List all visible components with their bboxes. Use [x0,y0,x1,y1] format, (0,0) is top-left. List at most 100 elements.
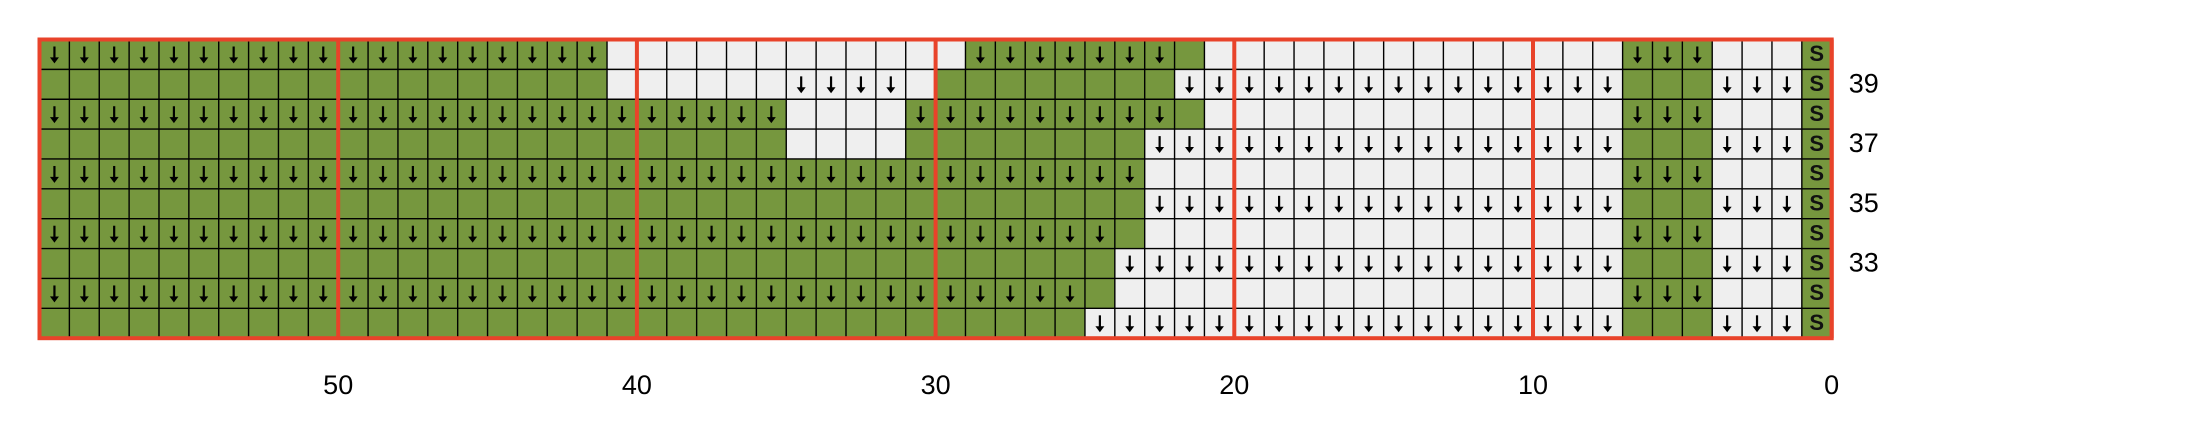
edge-symbol: S [1809,250,1824,275]
stitch-cell [1622,69,1653,100]
stitch-cell [666,39,697,70]
stitch-cell [845,99,876,130]
arrow-head [49,296,59,303]
stitch-cell [99,69,130,100]
stitch-cell [905,188,936,219]
stitch-cell [756,188,787,219]
arrow-head [1662,176,1672,183]
stitch-cell [1473,278,1504,309]
arrow-head [677,176,687,183]
stitch-cell [756,39,787,70]
stitch-cell [1383,99,1414,130]
stitch-cell [457,129,488,159]
stitch-cell [1503,39,1533,70]
arrow-head [497,176,507,183]
arrow-head [1453,146,1463,153]
arrow-head [318,57,328,64]
arrow-head [468,57,478,64]
arrow-head [1483,326,1493,333]
arrow-head [1453,326,1463,333]
stitch-cell [1174,218,1205,249]
stitch-cell [1383,158,1414,189]
stitch-cell [1682,129,1713,159]
arrow-head [557,296,567,303]
stitch-cell [517,308,548,339]
stitch-cell [308,69,339,100]
arrow-head [826,87,836,94]
arrow-head [1453,266,1463,273]
arrow-head [677,117,687,124]
stitch-cell [1652,129,1683,159]
stitch-cell [875,129,906,159]
arrow-head [1782,146,1792,153]
stitch-cell [1084,278,1115,309]
arrow-head [1603,87,1613,94]
arrow-head [707,176,717,183]
stitch-cell [1294,158,1324,189]
arrow-head [1005,236,1015,243]
stitch-cell [1682,308,1713,339]
arrow-head [109,57,119,64]
edge-symbol: S [1809,101,1824,126]
stitch-cell [816,39,846,70]
arrow-head [199,117,209,124]
stitch-cell [726,188,757,219]
arrow-head [1184,266,1194,273]
stitch-cell [1592,39,1623,70]
arrow-head [1453,206,1463,213]
arrow-head [527,57,537,64]
column-label: 40 [622,370,652,400]
stitch-cell [935,188,966,219]
stitch-cell [816,248,846,279]
arrow-head [1603,206,1613,213]
arrow-head [468,296,478,303]
arrow-head [408,296,418,303]
arrow-head [1035,236,1045,243]
stitch-cell [756,69,787,100]
stitch-cell [1174,278,1205,309]
arrow-head [1423,266,1433,273]
arrow-head [259,176,269,183]
stitch-cell [666,248,697,279]
stitch-cell [278,248,309,279]
arrow-head [1394,266,1404,273]
arrow-head [1065,296,1075,303]
arrow-head [1125,176,1135,183]
arrow-head [259,57,269,64]
stitch-cell [577,129,608,159]
stitch-cell [188,308,219,339]
stitch-cell [338,248,369,279]
stitch-cell [1353,218,1384,249]
arrow-head [288,296,298,303]
stitch-cell [875,99,906,130]
arrow-head [1573,206,1583,213]
stitch-cell [368,188,398,219]
stitch-cell [1114,218,1145,249]
arrow-head [677,236,687,243]
stitch-cell [158,188,189,219]
arrow-head [408,176,418,183]
stitch-cell [1294,278,1324,309]
stitch-cell [905,39,936,70]
arrow-head [1214,87,1224,94]
stitch-cell [1443,218,1474,249]
stitch-cell [726,308,757,339]
stitch-cell [1682,188,1713,219]
stitch-cell [1503,218,1533,249]
arrow-head [1722,326,1732,333]
stitch-cell [1801,39,1832,70]
stitch-cell [517,129,548,159]
arrow-head [1423,206,1433,213]
stitch-cell [248,308,279,339]
stitch-cell [577,188,608,219]
stitch-cell [1264,278,1295,309]
stitch-cell [1264,39,1295,70]
arrow-head [318,236,328,243]
stitch-cell [935,69,966,100]
arrow-head [766,296,776,303]
stitch-cell [1204,158,1235,189]
arrow-head [1364,146,1374,153]
arrow-head [1155,266,1165,273]
stitch-cell [965,69,996,100]
